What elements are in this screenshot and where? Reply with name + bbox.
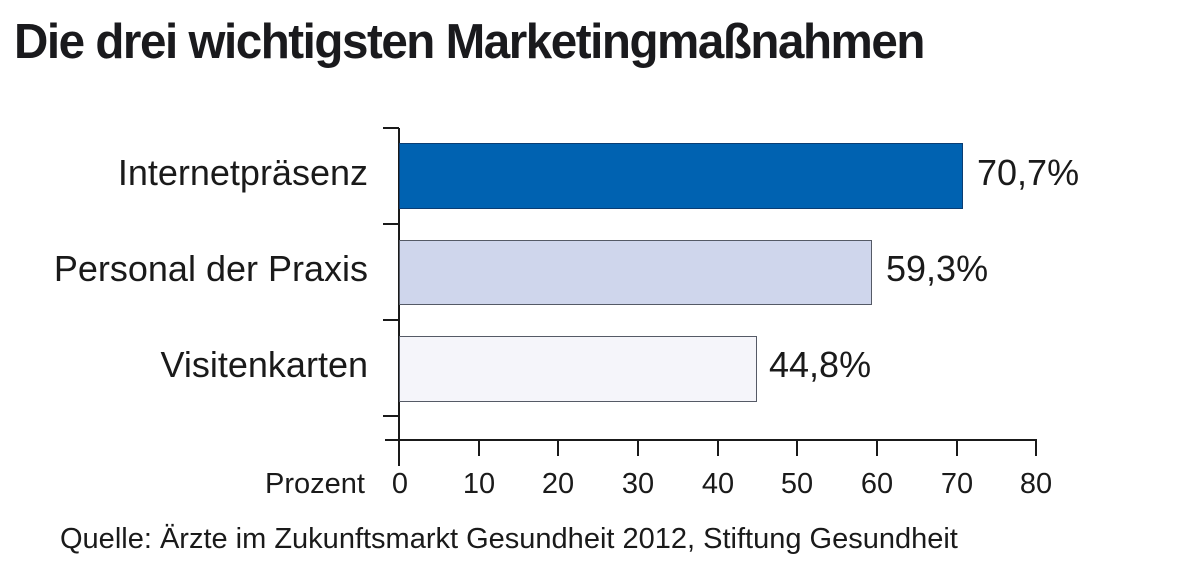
y-axis-tick (383, 223, 399, 225)
x-axis-line (385, 439, 1037, 441)
category-label-internetpraesenz: Internetpräsenz (117, 152, 368, 193)
category-label-visitenkarten: Visitenkarten (160, 344, 368, 385)
x-axis-tick (796, 440, 798, 456)
value-label-internetpraesenz: 70,7% (977, 152, 1080, 193)
value-label-personal-der-praxis: 59,3% (886, 248, 989, 289)
y-axis-tick (383, 127, 399, 129)
value-label-visitenkarten: 44,8% (769, 344, 872, 385)
bar-personal-der-praxis (399, 240, 872, 305)
x-axis-tick (398, 440, 400, 456)
x-tick-label: 60 (860, 468, 894, 500)
x-tick-label: 10 (462, 468, 496, 500)
x-tick-label: 30 (621, 468, 655, 500)
x-tick-label: 50 (780, 468, 814, 500)
x-axis-tick (557, 440, 559, 456)
bar-internetpraesenz (399, 143, 963, 209)
x-axis-title: Prozent (265, 468, 365, 500)
category-label-personal-der-praxis: Personal der Praxis (53, 248, 368, 289)
x-tick-label: 70 (940, 468, 974, 500)
x-axis-tick (956, 440, 958, 456)
y-axis-tick (383, 415, 399, 417)
x-tick-label: 40 (701, 468, 735, 500)
x-axis-tick (876, 440, 878, 456)
x-axis-tick (1035, 440, 1037, 456)
x-tick-label: 20 (541, 468, 575, 500)
bar-visitenkarten (399, 336, 757, 402)
y-axis-tick (383, 319, 399, 321)
source-note: Quelle: Ärzte im Zukunftsmarkt Gesundhei… (60, 523, 958, 555)
chart-title: Die drei wichtigsten Marketingmaßnahmen (14, 15, 925, 69)
x-tick-label: 0 (391, 468, 409, 500)
x-axis-tick (478, 440, 480, 456)
x-tick-label: 80 (1019, 468, 1053, 500)
x-axis-tick (637, 440, 639, 456)
x-axis-tick (717, 440, 719, 456)
